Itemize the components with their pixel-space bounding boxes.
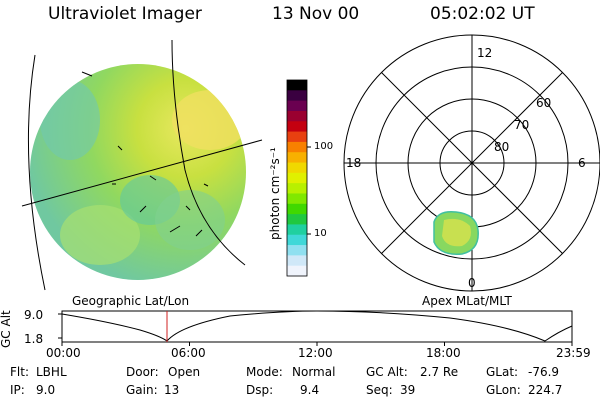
colorbar-stripe bbox=[287, 224, 307, 236]
gc-alt-label: GC Alt: bbox=[366, 365, 408, 379]
polar-auroral-blob bbox=[433, 210, 479, 255]
mode-value: Normal bbox=[292, 365, 336, 379]
colorbar-tick-10: 10 bbox=[314, 228, 327, 239]
colorbar-stripe bbox=[287, 110, 307, 122]
colorbar-stripe bbox=[287, 245, 307, 256]
colorbar-tick-100: 100 bbox=[314, 141, 334, 152]
door-value: Open bbox=[168, 365, 201, 379]
polar-plot bbox=[343, 34, 600, 292]
colorbar-stripe bbox=[287, 162, 307, 174]
colorbar-stripe bbox=[287, 80, 307, 91]
altitude-plot bbox=[58, 310, 573, 346]
polar-panel-label: Apex MLat/MLT bbox=[422, 294, 512, 308]
colorbar-stripe bbox=[287, 234, 307, 246]
colorbar-stripe bbox=[287, 172, 307, 184]
altitude-ytick-1-8: 1.8 bbox=[24, 332, 44, 346]
glat-value: -76.9 bbox=[528, 365, 560, 379]
colorbar-stripe bbox=[287, 203, 307, 215]
colorbar-stripe bbox=[287, 152, 307, 164]
seq-value: 39 bbox=[400, 383, 416, 397]
mlt-label-0: 0 bbox=[468, 276, 476, 290]
ip-label: IP: bbox=[10, 383, 25, 397]
image-panel-label: Geographic Lat/Lon bbox=[72, 294, 190, 308]
lat-label-60: 60 bbox=[536, 96, 552, 110]
glon-value: 224.7 bbox=[528, 383, 563, 397]
gc-alt-value: 2.7 Re bbox=[420, 365, 459, 379]
mlt-label-18: 18 bbox=[346, 156, 362, 170]
mode-label: Mode: bbox=[246, 365, 283, 379]
glon-label: GLon: bbox=[486, 383, 521, 397]
mlt-label-12: 12 bbox=[477, 46, 493, 60]
altitude-ylabel: GC Alt bbox=[0, 310, 13, 348]
altitude-ytick-9: 9.0 bbox=[24, 308, 44, 322]
colorbar-stripe bbox=[287, 100, 307, 112]
auroral-image bbox=[21, 39, 263, 291]
instrument-title: Ultraviolet Imager bbox=[48, 4, 202, 24]
flt-label: Flt: bbox=[10, 365, 29, 379]
dsp-value: 9.4 bbox=[300, 383, 320, 397]
altitude-xtick-1: 06:00 bbox=[171, 346, 206, 360]
date-label: 13 Nov 00 bbox=[272, 4, 360, 24]
ip-value: 9.0 bbox=[36, 383, 56, 397]
seq-label: Seq: bbox=[366, 383, 393, 397]
colorbar-stripe bbox=[287, 255, 307, 267]
gain-label: Gain: bbox=[126, 383, 158, 397]
colorbar-stripe bbox=[287, 131, 307, 143]
time-label: 05:02:02 UT bbox=[430, 4, 535, 24]
altitude-xtick-3: 18:00 bbox=[426, 346, 461, 360]
colorbar-stripe bbox=[287, 214, 307, 225]
door-label: Door: bbox=[126, 365, 159, 379]
colorbar-stripe bbox=[287, 121, 307, 133]
glat-label: GLat: bbox=[486, 365, 519, 379]
colorbar-unit-label: photon cm⁻²s⁻¹ bbox=[268, 147, 282, 240]
colorbar-stripe bbox=[287, 265, 307, 277]
mlt-label-6: 6 bbox=[578, 156, 586, 170]
dsp-label: Dsp: bbox=[246, 383, 274, 397]
colorbar-stripe bbox=[287, 141, 307, 153]
gain-value: 13 bbox=[164, 383, 180, 397]
colorbar-stripe bbox=[287, 193, 307, 205]
colorbar-stripe bbox=[287, 183, 307, 194]
colorbar bbox=[287, 80, 307, 277]
flt-value: LBHL bbox=[36, 365, 67, 379]
lat-label-80: 80 bbox=[494, 140, 510, 154]
altitude-xtick-0: 00:00 bbox=[46, 346, 81, 360]
altitude-xtick-2: 12:00 bbox=[298, 346, 333, 360]
lat-label-70: 70 bbox=[514, 118, 530, 132]
colorbar-stripe bbox=[287, 90, 307, 102]
altitude-xtick-4: 23:59 bbox=[556, 346, 591, 360]
